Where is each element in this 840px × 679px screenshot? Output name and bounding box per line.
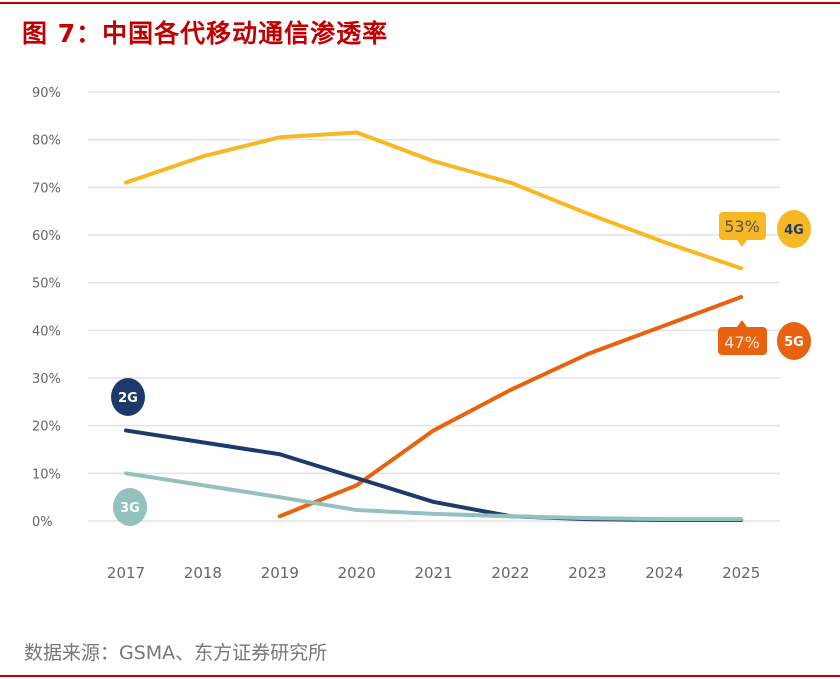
series-line-5G (277, 294, 744, 519)
callout-box (718, 327, 767, 355)
callout-pointer (737, 320, 747, 327)
y-tick-label: 20% (32, 420, 61, 435)
y-tick-label: 0% (32, 515, 53, 530)
series-badge-label: 5G (784, 335, 804, 350)
series-badge-2G (111, 378, 145, 416)
x-tick-label: 2024 (645, 564, 683, 582)
series-line-2G (124, 428, 744, 523)
series-badge-label: 3G (120, 501, 140, 516)
y-tick-label: 30% (32, 372, 61, 387)
x-tick-label: 2020 (338, 564, 376, 582)
figure-title: 图 7：中国各代移动通信渗透率 (22, 19, 389, 48)
bottom-rule (0, 675, 840, 677)
callout-box (719, 212, 766, 240)
callout-pointer (737, 240, 747, 247)
series-badge-5G (777, 322, 811, 360)
y-tick-label: 50% (32, 277, 61, 292)
y-tick-label: 70% (32, 181, 61, 196)
x-tick-label: 2018 (184, 564, 222, 582)
y-tick-label: 60% (32, 229, 61, 244)
source-note: 数据来源：GSMA、东方证券研究所 (24, 642, 328, 664)
callout-label: 53% (724, 217, 760, 236)
callout-label: 47% (724, 333, 760, 352)
x-tick-label: 2021 (415, 564, 453, 582)
series-badge-label: 4G (784, 223, 804, 238)
x-tick-label: 2019 (261, 564, 299, 582)
x-tick-label: 2023 (568, 564, 606, 582)
series-badge-label: 2G (118, 391, 138, 406)
y-tick-label: 80% (32, 134, 61, 149)
x-tick-label: 2022 (491, 564, 529, 582)
series-badge-4G (777, 210, 811, 248)
series-line-4G (124, 130, 744, 271)
x-tick-label: 2025 (722, 564, 760, 582)
y-tick-label: 10% (32, 467, 61, 482)
series-badge-3G (113, 488, 147, 526)
top-rule (0, 2, 840, 4)
series-line-3G (124, 471, 744, 522)
x-tick-label: 2017 (107, 564, 145, 582)
y-tick-label: 40% (32, 324, 61, 339)
y-tick-label: 90% (32, 86, 61, 101)
